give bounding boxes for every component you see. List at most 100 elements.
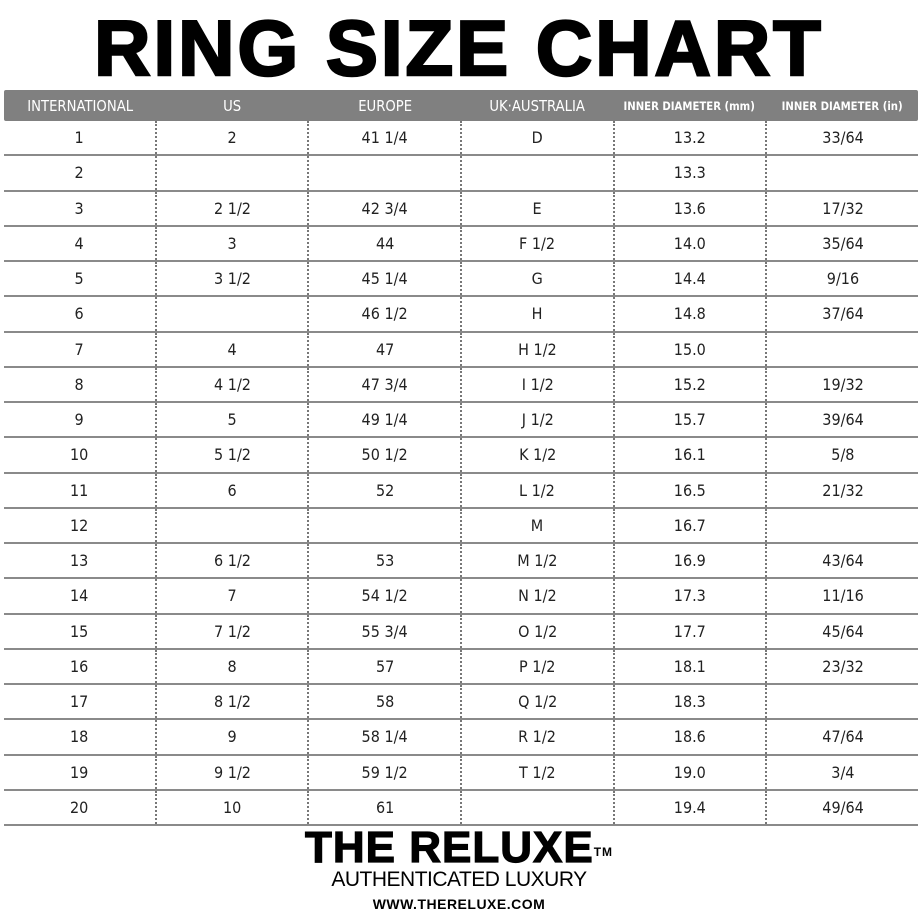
table-header: INTERNATIONAL US EUROPE UK·AUSTRALIA INN…	[4, 90, 918, 121]
cell-value: 3	[74, 198, 84, 218]
column-header-us: US	[223, 96, 242, 115]
cell-value: 9/16	[826, 269, 859, 289]
cell-uk-australia: M	[462, 508, 615, 542]
cell-diameter-in	[767, 509, 918, 542]
cell-europe: 58	[309, 685, 463, 719]
cell-value: 13.6	[673, 198, 707, 218]
table-row: 8 4 1/2 47 3/4 I 1/2 15.2 19/32	[4, 367, 918, 403]
cell-us: 4 1/2	[157, 367, 310, 401]
cell-value: 20	[70, 797, 89, 817]
cell-value: 13.3	[673, 163, 707, 183]
cell-international: 2	[4, 156, 157, 190]
cell-international: 10	[4, 438, 157, 472]
cell-value: 14.0	[673, 233, 707, 253]
cell-value: 14.8	[673, 304, 707, 324]
cell-value: 55 3/4	[361, 621, 408, 641]
cell-value: 13.2	[673, 128, 707, 148]
cell-value: 6	[227, 480, 237, 500]
cell-europe: 53	[309, 544, 463, 578]
cell-value: L 1/2	[519, 480, 556, 500]
cell-international: 3	[4, 191, 157, 225]
cell-europe	[309, 508, 463, 542]
cell-uk-australia: E	[462, 191, 615, 225]
cell-value: 39/64	[821, 410, 864, 430]
cell-diameter-mm: 13.6	[615, 191, 768, 225]
cell-value: 10	[70, 445, 89, 465]
cell-value: 53	[375, 551, 394, 571]
cell-value: 3/4	[831, 762, 855, 782]
cell-us: 8	[157, 649, 310, 683]
cell-value: 14	[70, 586, 89, 606]
cell-europe: 59 1/2	[309, 755, 463, 789]
cell-value: 8 1/2	[213, 692, 251, 712]
cell-us: 7 1/2	[157, 614, 310, 648]
cell-value: 61	[375, 797, 394, 817]
cell-value: 16.1	[673, 445, 707, 465]
cell-value: 18.6	[673, 727, 707, 747]
cell-diameter-mm: 14.8	[615, 297, 768, 331]
cell-value: K 1/2	[518, 445, 556, 465]
cell-value: 2	[74, 163, 84, 183]
cell-us: 5 1/2	[157, 438, 310, 472]
cell-value: 9	[74, 410, 84, 430]
cell-value: T 1/2	[519, 762, 556, 782]
cell-value: 16.7	[673, 515, 707, 535]
cell-us: 7	[157, 579, 310, 613]
cell-value: 1	[74, 128, 84, 148]
cell-value: 12	[70, 515, 89, 535]
cell-value: 2 1/2	[213, 198, 251, 218]
website-link[interactable]: WWW.THERELUXE.COM	[372, 896, 546, 912]
cell-value: 5	[74, 269, 84, 289]
cell-value: 5/8	[831, 445, 855, 465]
cell-europe: 61	[309, 790, 463, 824]
cell-europe: 47 3/4	[309, 367, 463, 401]
cell-international: 1	[4, 121, 157, 155]
cell-value: 15.0	[673, 339, 707, 359]
cell-value: 10	[222, 797, 242, 817]
cell-international: 9	[4, 403, 157, 437]
cell-international: 19	[4, 755, 157, 789]
cell-diameter-mm: 16.7	[615, 508, 768, 542]
cell-value: 16.5	[673, 480, 707, 500]
cell-diameter-mm: 14.4	[615, 262, 768, 296]
cell-diameter-mm: 15.2	[615, 367, 768, 401]
cell-value: M 1/2	[517, 551, 558, 571]
cell-value: 37/64	[821, 304, 864, 324]
cell-international: 6	[4, 297, 157, 331]
cell-uk-australia: G	[462, 262, 615, 296]
cell-europe: 41 1/4	[309, 121, 463, 155]
table-body: 1 2 41 1/4 D 13.2 33/64 2 13.3 3 2 1/2 42 3/4 E 13.6…	[4, 121, 918, 826]
column-header-diameter-mm: INNER DIAMETER (mm)	[623, 98, 756, 113]
cell-value: 7	[227, 586, 237, 606]
cell-europe: 44	[309, 226, 463, 260]
cell-value: 49 1/4	[361, 410, 408, 430]
cell-value: 58 1/4	[361, 727, 408, 747]
cell-value: 19.4	[673, 797, 707, 817]
table-row: 17 8 1/2 58 Q 1/2 18.3	[4, 685, 918, 721]
cell-diameter-in: 35/64	[767, 227, 918, 260]
cell-europe: 45 1/4	[309, 262, 463, 296]
cell-uk-australia: R 1/2	[462, 720, 615, 754]
cell-value: 14.4	[673, 269, 707, 289]
cell-uk-australia: K 1/2	[462, 438, 615, 472]
cell-value: 42 3/4	[361, 198, 408, 218]
cell-value: Q 1/2	[517, 692, 557, 712]
table-row: 10 5 1/2 50 1/2 K 1/2 16.1 5/8	[4, 438, 918, 474]
cell-value: 11	[70, 480, 89, 500]
cell-diameter-in: 3/4	[767, 756, 918, 789]
cell-value: 17.3	[673, 586, 707, 606]
cell-diameter-in	[767, 685, 918, 718]
cell-us	[157, 156, 310, 190]
cell-value: 50 1/2	[361, 445, 408, 465]
cell-us: 4	[157, 332, 310, 366]
cell-value: 18.3	[673, 692, 707, 712]
cell-value: 58	[375, 692, 394, 712]
cell-international: 16	[4, 649, 157, 683]
cell-diameter-in: 19/32	[767, 368, 918, 401]
table-row: 6 46 1/2 H 14.8 37/64	[4, 297, 918, 333]
cell-value: 13	[70, 551, 89, 571]
cell-diameter-in: 11/16	[767, 579, 918, 612]
cell-international: 7	[4, 332, 157, 366]
cell-value: 47	[375, 339, 394, 359]
cell-diameter-mm: 15.0	[615, 332, 768, 366]
